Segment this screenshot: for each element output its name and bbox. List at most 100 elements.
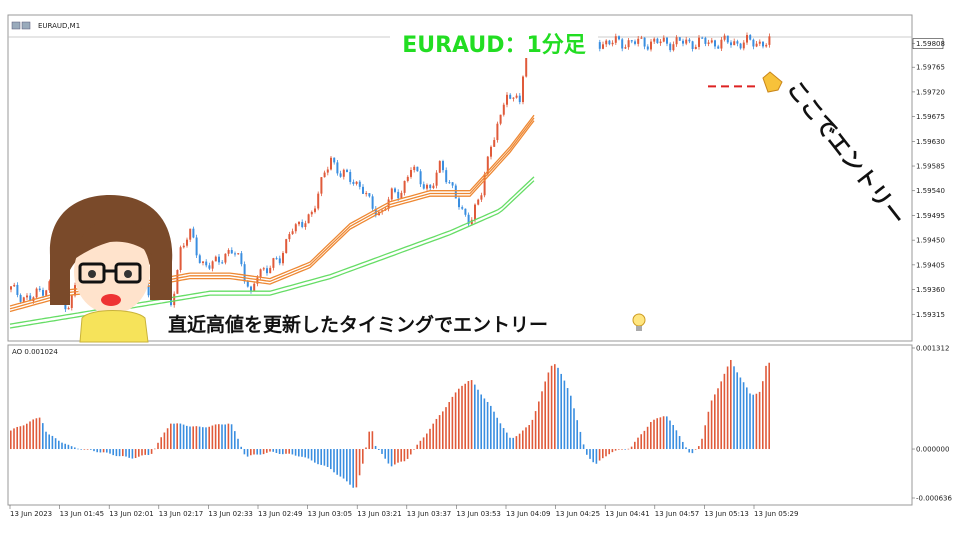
ao-bar (29, 421, 31, 450)
candle-body (467, 214, 470, 225)
time-tick-label: 13 Jun 02:33 (208, 510, 252, 518)
time-tick-label: 13 Jun 03:53 (456, 510, 500, 518)
ao-bar (125, 449, 127, 457)
ao-bar (403, 449, 406, 462)
candle-body (762, 41, 764, 47)
ao-bar (262, 449, 265, 455)
candle-body (336, 162, 339, 174)
ao-histogram (10, 359, 770, 488)
ao-bar (586, 449, 588, 455)
candle-body (262, 268, 265, 270)
candle-body (288, 234, 291, 240)
candle-body (250, 286, 252, 291)
ao-bar (202, 427, 204, 450)
ao-bar (272, 449, 274, 452)
ao-bar (326, 449, 329, 467)
ao-bar (573, 408, 575, 450)
candle-body (685, 39, 688, 44)
time-axis: 13 Jun 2023 13 Jun 01:45 13 Jun 02:01 13 Ju… (9, 505, 798, 518)
ao-bar (512, 437, 514, 450)
candle-body (243, 264, 246, 282)
ao-bar (118, 449, 121, 457)
ao-bar (528, 425, 530, 450)
ao-bar (640, 434, 642, 450)
candle-body (246, 281, 249, 287)
candle-body (608, 40, 611, 45)
candle-body (416, 166, 419, 172)
ao-bar (182, 424, 185, 450)
ao-bar (566, 388, 569, 450)
candle-body (435, 172, 438, 186)
candle-body (285, 239, 288, 253)
candle-body (266, 268, 268, 274)
ao-bar (515, 436, 518, 450)
ao-bar (387, 449, 390, 464)
ao-bar (624, 449, 626, 450)
annotation-background (165, 310, 623, 338)
ao-tick-label: 0.000000 (916, 446, 949, 454)
ao-bar (480, 394, 482, 450)
ao-bar (694, 449, 697, 450)
glasses-right-lens (114, 262, 142, 284)
candle-body (522, 76, 524, 103)
ao-bar (493, 411, 495, 450)
ao-bar (99, 449, 102, 453)
candle-body (730, 42, 732, 46)
candle-body (64, 302, 67, 310)
price-tick-label: 1.59585 (916, 163, 945, 171)
ao-bar (666, 416, 668, 450)
ao-bar (64, 443, 66, 450)
candle-body (358, 181, 361, 187)
candle-body (746, 35, 748, 43)
ao-bar (758, 391, 761, 450)
ao-bar (83, 449, 86, 450)
ao-bar (26, 423, 28, 450)
candle-body (438, 161, 441, 173)
ao-bar (461, 385, 463, 450)
symbol-badge: EURAUD,M1 (11, 21, 80, 30)
ao-bar (579, 431, 582, 450)
candle-body (368, 193, 371, 197)
ao-bar (490, 405, 492, 450)
ao-bar (371, 431, 374, 450)
ao-bar (317, 449, 319, 465)
candle-body (755, 43, 758, 47)
candle-body (314, 208, 316, 212)
ao-bar (90, 449, 92, 450)
ao-bar (77, 448, 79, 450)
ao-bar (224, 424, 226, 450)
ao-bar (381, 449, 383, 454)
candle-body (291, 231, 294, 235)
ao-bar (413, 449, 415, 450)
candle-body (605, 40, 608, 45)
candle-body (22, 297, 25, 302)
candle-body (320, 177, 323, 194)
candle-body (602, 44, 604, 49)
ao-bar (570, 395, 572, 450)
candle-body (38, 288, 41, 290)
ao-bar (448, 402, 450, 450)
ao-bar (128, 449, 130, 458)
candle-body (656, 38, 659, 44)
ao-bar (234, 431, 236, 450)
ao-bar (227, 423, 230, 450)
symbol-icon (11, 21, 21, 30)
price-tick-label: 1.59630 (916, 138, 945, 146)
ao-bar (342, 449, 345, 479)
ao-bar (253, 449, 255, 455)
candle-body (739, 43, 742, 49)
ao-bar (499, 423, 502, 450)
candle-body (493, 140, 496, 147)
ao-bar (608, 449, 610, 455)
candle-body (496, 123, 499, 141)
ao-bar (406, 449, 409, 459)
candle-body (688, 39, 691, 42)
candle-body (35, 288, 38, 298)
ao-bar (723, 373, 726, 450)
candle-body (669, 43, 672, 51)
candle-body (406, 176, 409, 181)
candle-body (42, 289, 44, 296)
ao-bar (752, 394, 754, 450)
ao-bar (304, 449, 306, 458)
ao-bar (614, 449, 617, 451)
